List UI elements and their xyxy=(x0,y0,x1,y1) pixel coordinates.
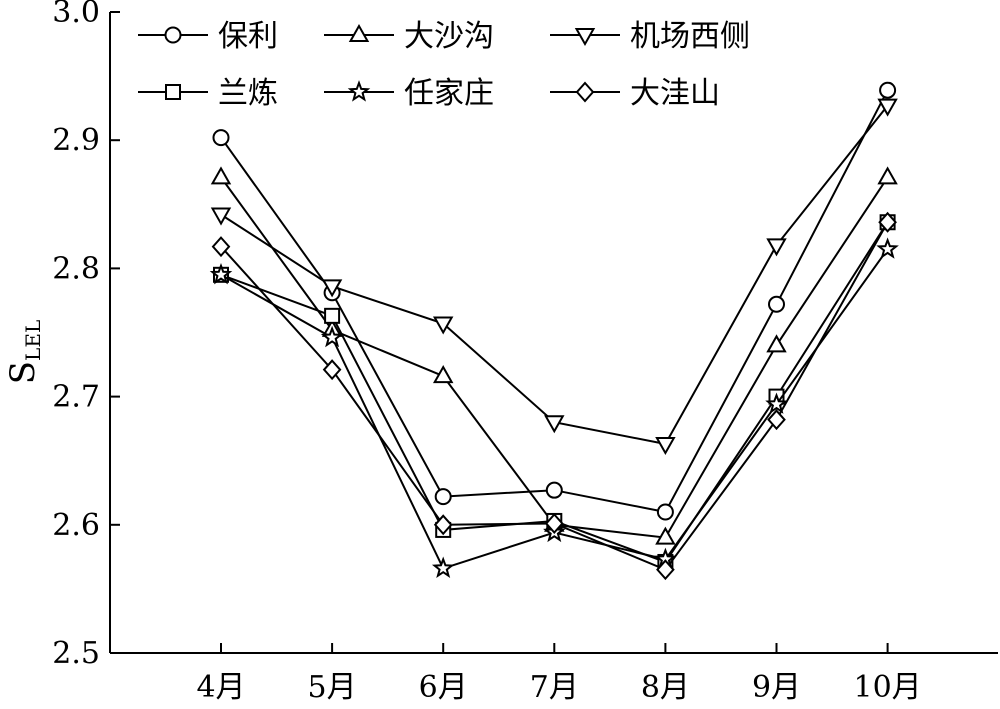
legend-marker-circle xyxy=(164,26,182,44)
data-point-diamond xyxy=(211,236,231,258)
series-group xyxy=(209,81,899,581)
x-tick-label: 6月 xyxy=(419,670,468,705)
y-tick-label: 2.5 xyxy=(52,636,100,671)
series-triangle-down xyxy=(210,98,898,456)
data-point-star xyxy=(320,325,344,348)
data-point-diamond xyxy=(656,559,675,581)
data-point-triangle-down xyxy=(877,98,898,117)
data-point-triangle-down xyxy=(655,437,676,456)
data-point-star xyxy=(765,392,788,414)
legend-label: 机场西侧 xyxy=(630,19,750,54)
legend-item: 兰炼 xyxy=(138,76,278,111)
data-point-diamond xyxy=(322,359,342,381)
x-tick-label: 4月 xyxy=(196,670,245,705)
data-point-diamond xyxy=(767,409,786,431)
data-point-star xyxy=(431,556,455,578)
legend-marker-square xyxy=(165,84,181,100)
series-line xyxy=(220,221,889,564)
data-point-circle xyxy=(434,488,452,506)
data-point-circle xyxy=(212,129,230,147)
legend-label: 大沙沟 xyxy=(404,19,494,54)
x-tick-label: 7月 xyxy=(530,670,579,705)
legend-item: 任家庄 xyxy=(324,76,494,111)
y-ticks: 2.5 2.6 2.7 2.8 2.9 3.0 xyxy=(52,0,120,671)
y-tick-label: 2.7 xyxy=(52,380,100,415)
legend-item: 保利 xyxy=(138,19,278,54)
data-point-circle xyxy=(656,503,674,521)
legend-label: 保利 xyxy=(218,19,278,54)
data-point-circle xyxy=(879,81,897,99)
y-tick-label: 2.9 xyxy=(52,123,100,158)
y-tick-label: 2.6 xyxy=(52,508,100,543)
x-tick-label: 9月 xyxy=(752,670,801,705)
x-tick-label: 8月 xyxy=(641,670,690,705)
data-point-diamond xyxy=(878,211,897,233)
series-diamond xyxy=(211,211,897,581)
legend-marker-diamond xyxy=(575,81,595,103)
data-point-triangle-up xyxy=(432,365,454,384)
series-line xyxy=(220,89,889,514)
data-point-star xyxy=(876,237,899,259)
data-point-circle xyxy=(545,481,563,499)
x-ticks: 4月 5月 6月 7月 8月 9月 10月 xyxy=(196,643,922,705)
series-circle xyxy=(212,81,897,521)
data-point-triangle-up xyxy=(655,526,676,545)
legend-label: 兰炼 xyxy=(218,76,278,111)
data-point-triangle-up xyxy=(877,166,898,185)
y-axis-label-subscript: LEL xyxy=(21,320,45,361)
legend-item: 机场西侧 xyxy=(550,19,750,54)
y-tick-label: 3.0 xyxy=(52,0,100,30)
y-tick-label: 2.8 xyxy=(52,251,100,286)
series-line xyxy=(220,104,889,446)
data-point-star xyxy=(209,262,233,285)
data-point-diamond xyxy=(544,513,564,535)
legend-item: 大沙沟 xyxy=(324,19,494,54)
data-point-diamond xyxy=(433,514,453,536)
legend-marker-triangle-down xyxy=(574,28,596,47)
x-tick-label: 10月 xyxy=(854,670,922,705)
y-axis-label-main: S xyxy=(3,361,43,384)
data-point-square xyxy=(324,307,341,324)
x-tick-label: 5月 xyxy=(308,670,357,705)
legend-item: 大洼山 xyxy=(550,76,720,111)
legend-marker-star xyxy=(347,80,371,102)
data-point-triangle-down xyxy=(432,316,454,335)
data-point-circle xyxy=(768,295,785,313)
data-point-triangle-up xyxy=(210,166,232,185)
data-point-triangle-down xyxy=(321,279,343,298)
data-point-triangle-down xyxy=(544,415,565,434)
data-point-triangle-down xyxy=(766,238,787,257)
legend-label: 任家庄 xyxy=(404,76,494,111)
y-axis-label: SLEL xyxy=(3,320,45,384)
data-point-triangle-down xyxy=(210,207,232,226)
legend-label: 大洼山 xyxy=(630,76,720,111)
legend-marker-triangle-up xyxy=(348,23,370,42)
data-point-triangle-up xyxy=(766,334,787,353)
